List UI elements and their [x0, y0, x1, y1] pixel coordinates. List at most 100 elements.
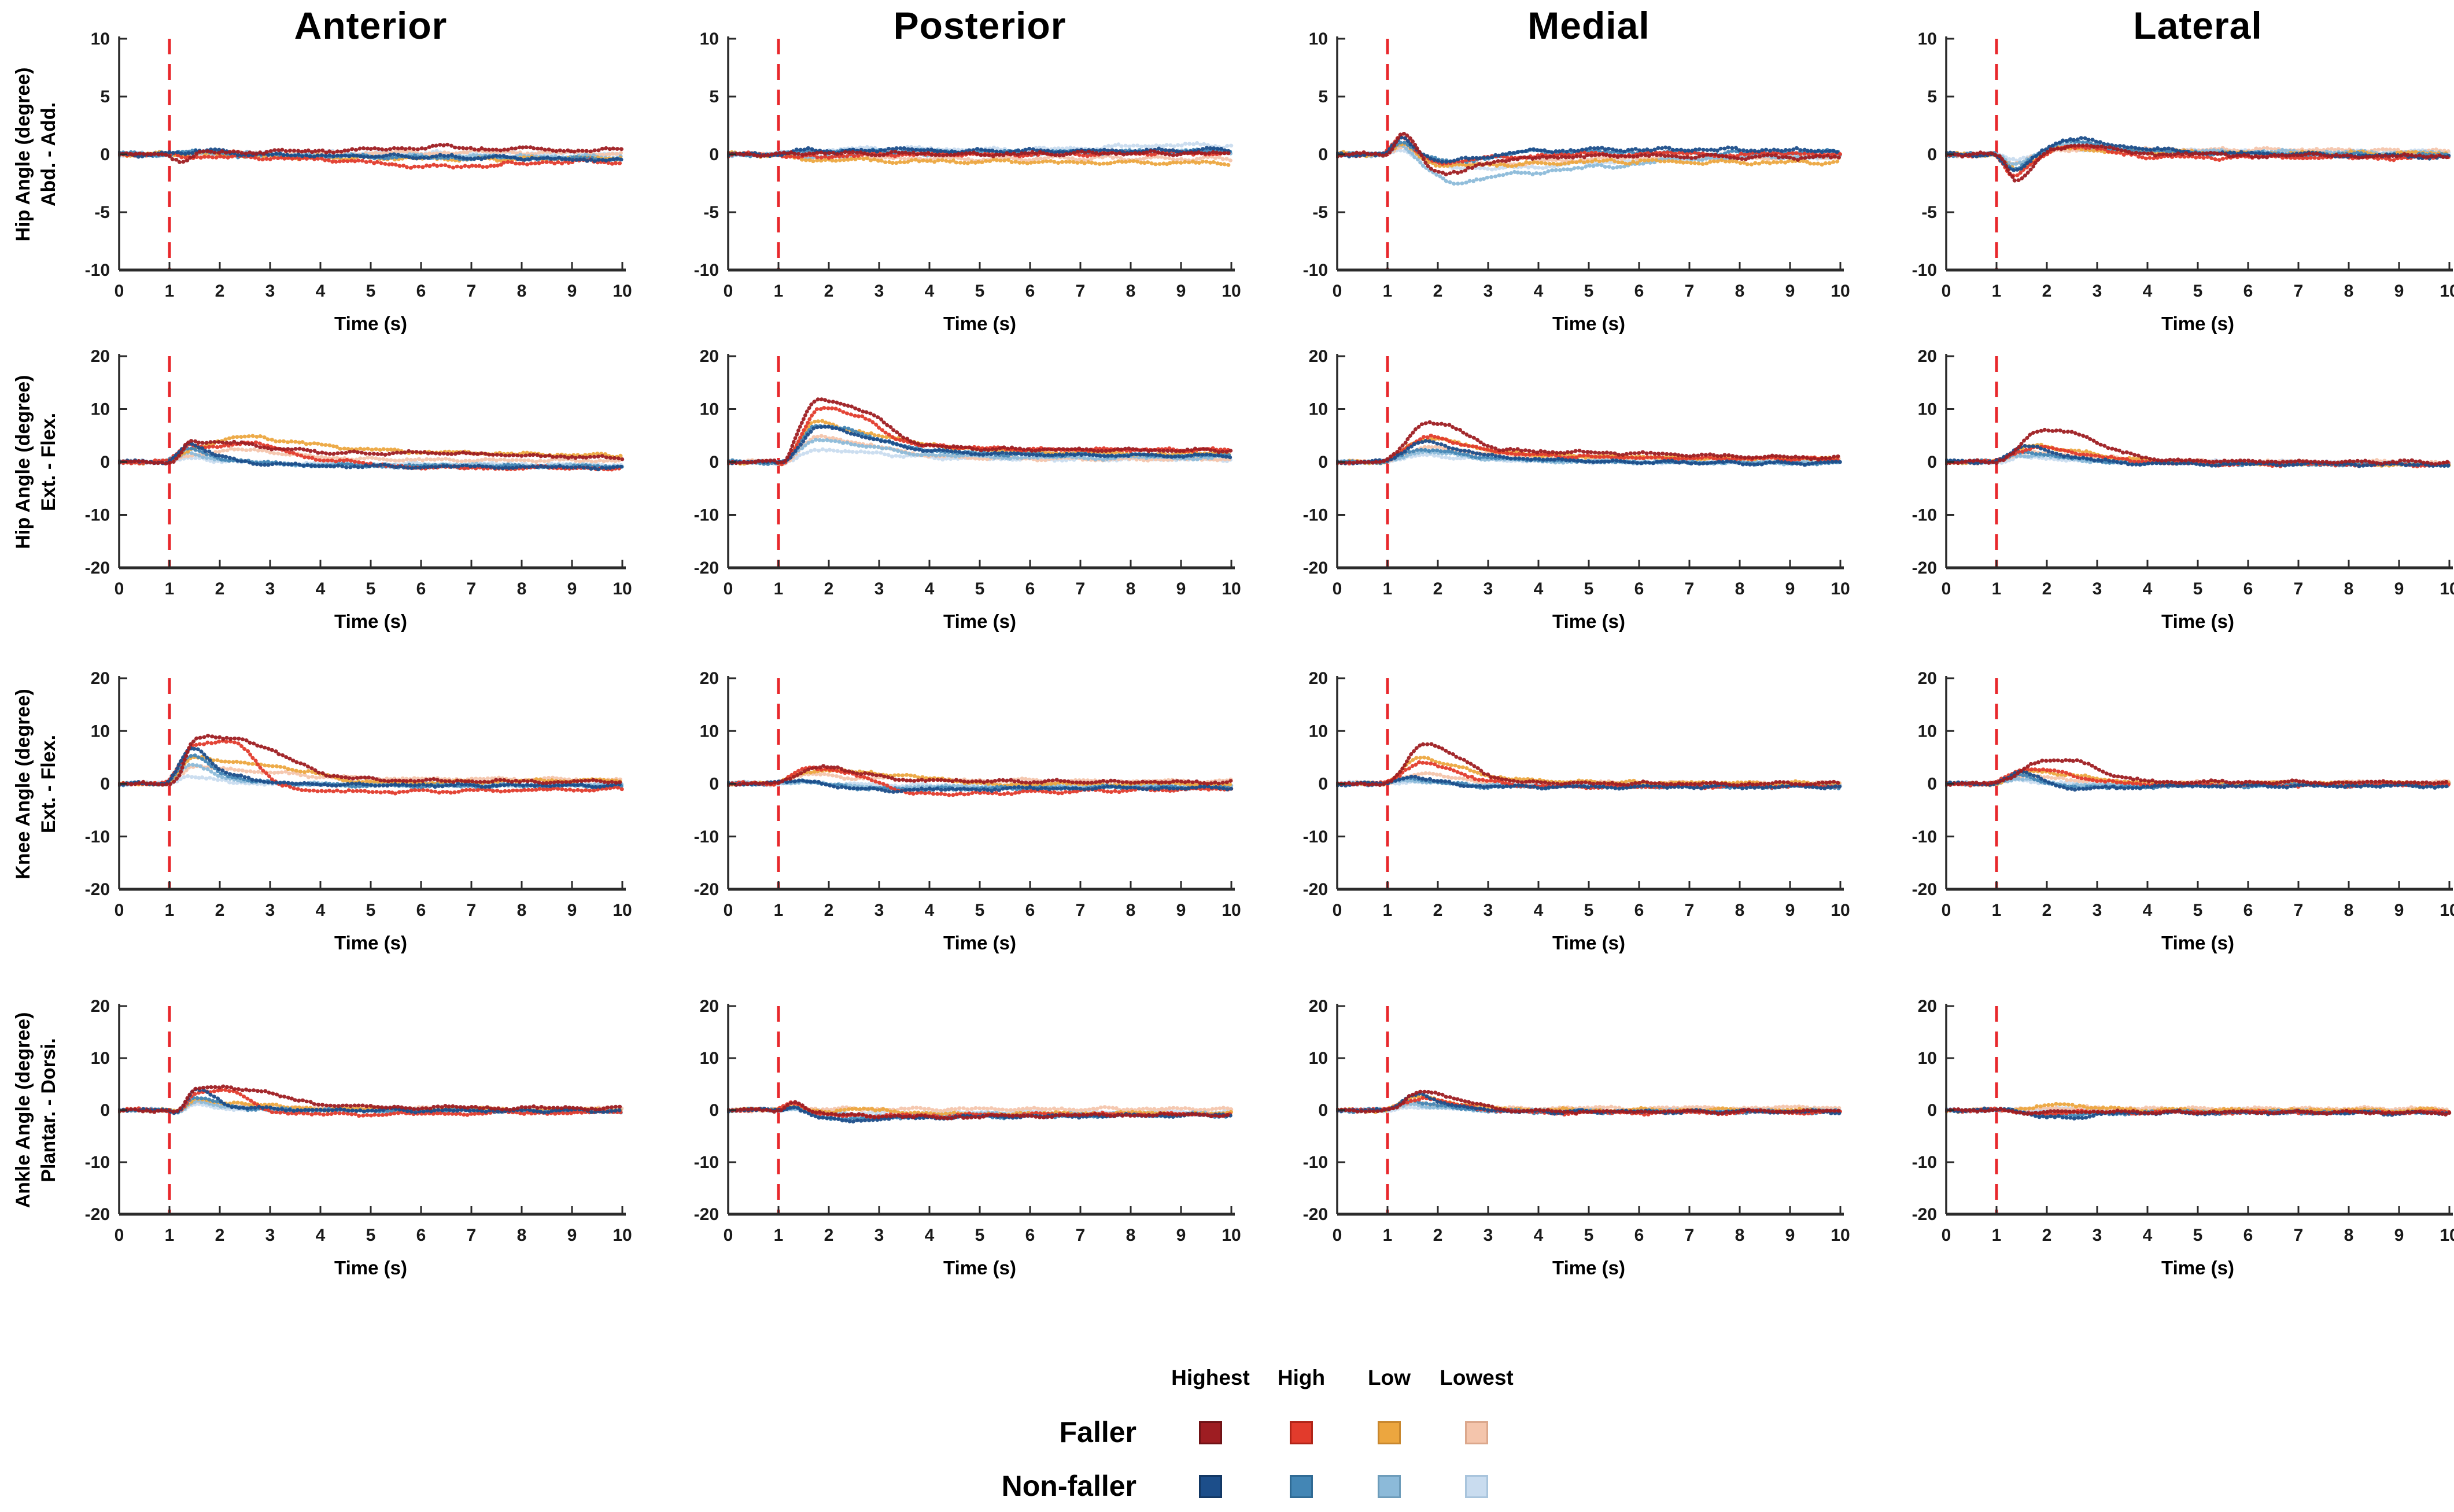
- x-tick-label: 0: [1333, 579, 1342, 598]
- legend-swatch-faller-highest: [1199, 1421, 1222, 1444]
- column-title-anterior: Anterior: [294, 4, 448, 47]
- x-axis-label: Time (s): [1552, 313, 1625, 334]
- series-non-faller-highest: [1945, 770, 2452, 793]
- x-tick-label: 7: [1685, 579, 1695, 598]
- y-tick-label: -20: [694, 1205, 719, 1224]
- series-faller-highest: [118, 1084, 625, 1114]
- x-tick-label: 2: [2042, 901, 2052, 920]
- x-tick-label: 1: [165, 901, 175, 920]
- x-tick-label: 2: [215, 1226, 225, 1245]
- x-tick-label: 0: [724, 901, 733, 920]
- x-tick-label: 5: [2193, 901, 2203, 920]
- x-tick-label: 2: [215, 901, 225, 920]
- subplot-hip-ext-flex-medial: -20 -10 0 10 20 0 1 2 3 4 5 6 7 8 9 10 Time (s): [1303, 347, 1850, 632]
- y-tick-label: -10: [1912, 1153, 1937, 1172]
- x-tick-label: 6: [1025, 1226, 1035, 1245]
- y-tick-label: 0: [1318, 145, 1328, 164]
- x-tick-label: 10: [2440, 579, 2454, 598]
- x-tick-label: 10: [612, 901, 632, 920]
- legend-swatch-faller-high: [1290, 1421, 1313, 1444]
- x-tick-label: 6: [2243, 579, 2253, 598]
- series-faller-highest: [727, 1100, 1234, 1121]
- x-tick-label: 6: [2243, 1226, 2253, 1245]
- y-tick-label: 10: [1309, 400, 1328, 419]
- y-tick-label: 10: [1309, 722, 1328, 741]
- series-non-faller-highest: [1945, 443, 2452, 469]
- x-tick-label: 5: [366, 1226, 376, 1245]
- x-axis-label: Time (s): [334, 611, 407, 632]
- x-tick-label: 1: [774, 579, 784, 598]
- y-tick-label: 0: [100, 453, 110, 472]
- subplot-ankle-plantar-dorsi-anterior: -20 -10 0 10 20 0 1 2 3 4 5 6 7 8 9 10 Time (s): [85, 997, 632, 1278]
- y-tick-label: 20: [700, 997, 719, 1016]
- x-tick-label: 3: [1484, 282, 1493, 301]
- x-tick-label: 2: [1433, 282, 1443, 301]
- x-tick-label: 1: [1383, 282, 1393, 301]
- x-tick-label: 10: [1831, 901, 1850, 920]
- y-tick-label: 10: [1918, 400, 1937, 419]
- x-tick-label: 5: [975, 282, 985, 301]
- x-tick-label: 7: [467, 1226, 477, 1245]
- y-tick-label: 20: [91, 669, 110, 688]
- x-tick-label: 8: [517, 579, 527, 598]
- x-axis-label: Time (s): [334, 1257, 407, 1278]
- y-tick-label: 5: [1927, 87, 1937, 106]
- y-tick-label: 0: [709, 453, 719, 472]
- x-tick-label: 8: [2344, 579, 2354, 598]
- y-tick-label: -10: [1303, 506, 1328, 525]
- x-tick-label: 9: [1176, 282, 1186, 301]
- x-tick-label: 8: [1126, 282, 1136, 301]
- x-tick-label: 9: [567, 282, 577, 301]
- x-tick-label: 4: [2143, 282, 2153, 301]
- x-tick-label: 9: [567, 579, 577, 598]
- y-tick-label: -20: [1303, 880, 1328, 899]
- x-tick-label: 5: [975, 901, 985, 920]
- x-tick-label: 6: [1634, 1226, 1644, 1245]
- x-tick-label: 2: [215, 282, 225, 301]
- series-faller-highest: [1336, 1089, 1843, 1116]
- x-tick-label: 10: [1831, 1226, 1850, 1245]
- x-tick-label: 7: [1685, 901, 1695, 920]
- x-tick-label: 8: [2344, 1226, 2354, 1245]
- x-tick-label: 9: [1176, 901, 1186, 920]
- y-tick-label: 20: [91, 997, 110, 1016]
- x-tick-label: 10: [1222, 1226, 1241, 1245]
- x-tick-label: 1: [1992, 282, 2002, 301]
- y-tick-label: 20: [700, 669, 719, 688]
- y-tick-label: 10: [700, 722, 719, 741]
- legend-label-faller: Faller: [1059, 1416, 1136, 1448]
- column-title-lateral: Lateral: [2133, 4, 2263, 47]
- legend-header-high: High: [1277, 1366, 1326, 1389]
- subplot-hip-ext-flex-anterior: -20 -10 0 10 20 0 1 2 3 4 5 6 7 8 9 10 Time (s): [85, 347, 632, 632]
- x-tick-label: 6: [416, 901, 426, 920]
- x-tick-label: 8: [1126, 579, 1136, 598]
- y-tick-label: 5: [709, 87, 719, 106]
- x-tick-label: 3: [265, 1226, 275, 1245]
- x-tick-label: 10: [2440, 1226, 2454, 1245]
- x-axis-label: Time (s): [1552, 932, 1625, 953]
- x-axis-label: Time (s): [334, 313, 407, 334]
- series-faller-highest: [727, 149, 1234, 159]
- series-faller-highest: [1336, 131, 1843, 176]
- subplot-knee-ext-flex-posterior: -20 -10 0 10 20 0 1 2 3 4 5 6 7 8 9 10 Time (s): [694, 669, 1241, 953]
- series-faller-lowest: [118, 148, 625, 158]
- y-tick-label: -20: [85, 880, 110, 899]
- y-tick-label: -10: [694, 1153, 719, 1172]
- x-tick-label: 0: [724, 282, 733, 301]
- x-tick-label: 4: [316, 282, 326, 301]
- series-faller-highest: [727, 764, 1234, 788]
- x-tick-label: 7: [1076, 282, 1086, 301]
- legend-swatch-non-faller-lowest: [1465, 1475, 1488, 1498]
- x-tick-label: 4: [316, 579, 326, 598]
- x-tick-label: 7: [1685, 1226, 1695, 1245]
- x-tick-label: 4: [2143, 579, 2153, 598]
- x-tick-label: 3: [1484, 579, 1493, 598]
- x-tick-label: 7: [2294, 1226, 2304, 1245]
- series-faller-high: [118, 151, 625, 170]
- x-tick-label: 3: [265, 579, 275, 598]
- x-tick-label: 6: [1025, 282, 1035, 301]
- series-non-faller-highest: [118, 745, 625, 789]
- subplot-hip-abd-add-posterior: -10 -5 0 5 10 0 1 2 3 4 5 6 7 8 9 10 Time (s): [694, 29, 1241, 334]
- x-tick-label: 3: [2093, 579, 2102, 598]
